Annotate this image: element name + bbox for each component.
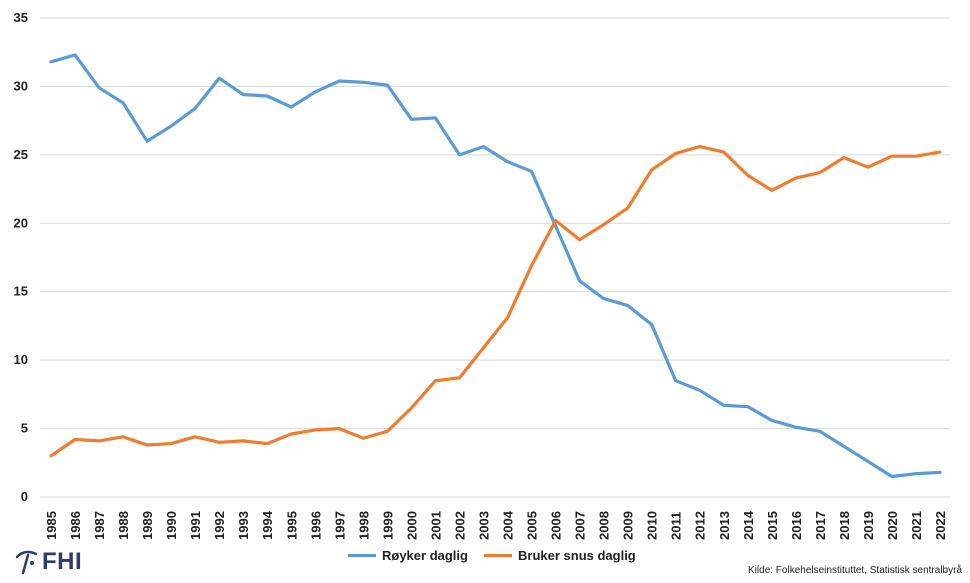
y-tick-label: 30 — [14, 78, 28, 93]
x-tick-label: 2012 — [693, 511, 708, 540]
fhi-logo-text: FHI — [42, 548, 83, 575]
legend-label-series-2: Bruker snus daglig — [518, 548, 636, 563]
x-tick-label: 1992 — [212, 511, 227, 540]
y-tick-label: 25 — [14, 147, 28, 162]
fhi-logo: FHI — [14, 548, 82, 576]
y-tick-label: 10 — [14, 352, 28, 367]
x-tick-label: 2014 — [741, 510, 756, 540]
x-tick-label: 1998 — [356, 511, 371, 540]
x-tick-label: 1995 — [284, 511, 299, 540]
y-tick-label: 5 — [21, 421, 28, 436]
x-tick-label: 1993 — [236, 511, 251, 540]
x-tick-label: 2021 — [909, 511, 924, 540]
legend-item-series-2: Bruker snus daglig — [484, 548, 636, 563]
legend-label-series-1: Røyker daglig — [382, 548, 468, 563]
series-line-1 — [49, 53, 942, 479]
legend: Røyker daglig Bruker snus daglig — [0, 548, 970, 568]
x-tick-label: 1990 — [164, 511, 179, 540]
x-tick-label: 2019 — [861, 511, 876, 540]
x-tick-label: 2009 — [621, 511, 636, 540]
legend-swatch-series-2 — [484, 554, 512, 557]
x-tick-label: 2006 — [549, 511, 564, 540]
x-tick-label: 2002 — [452, 511, 467, 540]
x-tick-label: 1999 — [380, 511, 395, 540]
source-note: Kilde: Folkehelseinstituttet, Statistisk… — [748, 565, 962, 576]
x-tick-label: 2013 — [717, 511, 732, 540]
y-tick-label: 0 — [21, 489, 28, 504]
x-tick-label: 1997 — [332, 511, 347, 540]
gridlines — [40, 17, 950, 498]
legend-item-series-1: Røyker daglig — [348, 548, 468, 563]
y-axis-ticks: 0 5 10 15 20 25 30 35 — [14, 10, 28, 504]
x-tick-label: 2017 — [813, 511, 828, 540]
x-tick-label: 2001 — [428, 511, 443, 540]
x-tick-label: 1994 — [260, 510, 275, 540]
y-tick-label: 20 — [14, 215, 28, 230]
x-tick-label: 1985 — [44, 511, 59, 540]
x-tick-label: 2005 — [525, 511, 540, 540]
x-tick-label: 2007 — [573, 511, 588, 540]
y-tick-label: 15 — [14, 284, 28, 299]
x-tick-label: 1987 — [92, 511, 107, 540]
x-tick-label: 2010 — [645, 511, 660, 540]
x-tick-label: 1989 — [140, 511, 155, 540]
series-line-2 — [49, 145, 942, 458]
x-tick-label: 1988 — [116, 511, 131, 540]
x-tick-label: 2022 — [933, 511, 948, 540]
x-tick-label: 2020 — [885, 511, 900, 540]
x-tick-label: 1986 — [68, 511, 83, 540]
x-axis-ticks: 1985 1986 1987 1988 1989 1990 1991 1992 1993 1994… — [44, 510, 948, 540]
fhi-logo-icon — [15, 550, 38, 575]
x-tick-label: 2015 — [765, 511, 780, 540]
x-tick-label: 2018 — [837, 511, 852, 540]
x-tick-label: 2003 — [476, 511, 491, 540]
series-lines — [49, 53, 942, 479]
x-tick-label: 2008 — [597, 511, 612, 540]
legend-swatch-series-1 — [348, 554, 376, 557]
y-tick-label: 35 — [14, 10, 28, 25]
x-tick-label: 2000 — [404, 511, 419, 540]
x-tick-label: 1996 — [308, 511, 323, 540]
x-tick-label: 2004 — [501, 510, 516, 540]
x-tick-label: 1991 — [188, 511, 203, 540]
x-tick-label: 2011 — [669, 512, 684, 540]
x-tick-label: 2016 — [789, 511, 804, 540]
